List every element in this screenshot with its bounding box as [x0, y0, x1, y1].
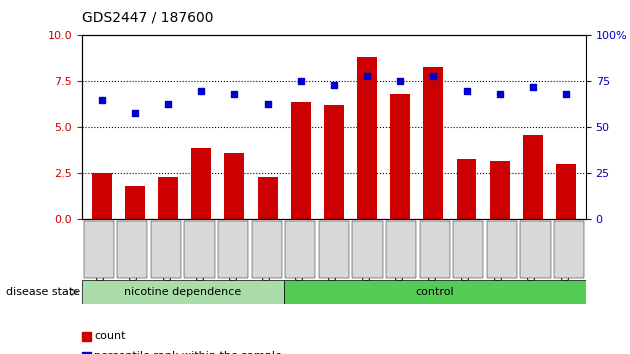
- Bar: [224, 153, 244, 219]
- FancyBboxPatch shape: [554, 221, 584, 279]
- FancyBboxPatch shape: [352, 221, 382, 279]
- Text: nicotine dependence: nicotine dependence: [124, 287, 241, 297]
- FancyBboxPatch shape: [117, 221, 147, 279]
- FancyBboxPatch shape: [151, 221, 181, 279]
- Point: [428, 73, 438, 79]
- FancyBboxPatch shape: [82, 280, 284, 304]
- Point: [395, 79, 405, 84]
- Point: [462, 88, 472, 93]
- FancyBboxPatch shape: [453, 221, 483, 279]
- FancyBboxPatch shape: [386, 221, 416, 279]
- Bar: [390, 94, 410, 219]
- Point: [329, 82, 339, 88]
- Point: [362, 73, 372, 79]
- FancyBboxPatch shape: [251, 221, 282, 279]
- FancyBboxPatch shape: [520, 221, 551, 279]
- FancyBboxPatch shape: [319, 221, 349, 279]
- Point: [528, 84, 538, 90]
- Bar: [457, 159, 476, 219]
- FancyBboxPatch shape: [185, 221, 215, 279]
- Point: [263, 101, 273, 106]
- Text: count: count: [94, 331, 126, 341]
- Point: [97, 97, 107, 103]
- FancyBboxPatch shape: [285, 221, 316, 279]
- Bar: [523, 135, 543, 219]
- Bar: [92, 173, 112, 219]
- Bar: [490, 161, 510, 219]
- Point: [295, 79, 306, 84]
- Point: [561, 91, 571, 97]
- Point: [163, 101, 173, 106]
- Text: disease state: disease state: [6, 287, 81, 297]
- FancyBboxPatch shape: [84, 221, 114, 279]
- Text: control: control: [415, 287, 454, 297]
- FancyBboxPatch shape: [487, 221, 517, 279]
- Bar: [291, 102, 311, 219]
- Bar: [423, 67, 444, 219]
- Bar: [125, 186, 145, 219]
- FancyBboxPatch shape: [420, 221, 450, 279]
- Bar: [258, 177, 278, 219]
- FancyBboxPatch shape: [284, 280, 586, 304]
- Point: [196, 88, 206, 93]
- Bar: [357, 57, 377, 219]
- Bar: [324, 105, 344, 219]
- Text: percentile rank within the sample: percentile rank within the sample: [94, 351, 282, 354]
- Point: [229, 91, 239, 97]
- Point: [130, 110, 140, 115]
- FancyBboxPatch shape: [218, 221, 248, 279]
- Bar: [556, 164, 576, 219]
- Bar: [158, 177, 178, 219]
- Point: [495, 91, 505, 97]
- Bar: [192, 148, 211, 219]
- Text: GDS2447 / 187600: GDS2447 / 187600: [82, 11, 214, 25]
